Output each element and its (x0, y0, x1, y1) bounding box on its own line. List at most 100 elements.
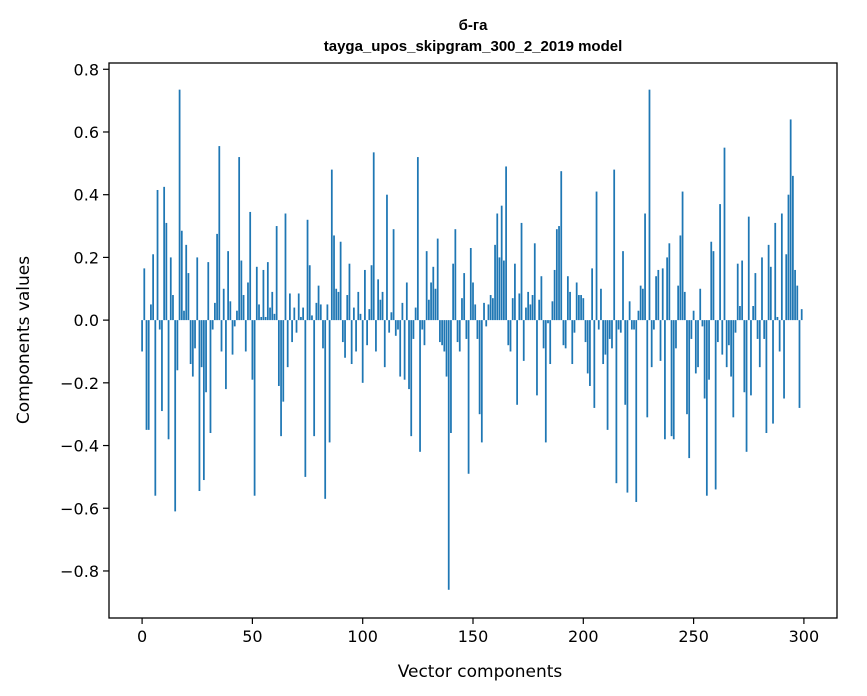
bar-247 (686, 320, 688, 415)
bar-271 (739, 306, 741, 321)
bar-16 (176, 320, 179, 371)
bar-261 (716, 320, 719, 343)
bar-165 (505, 166, 507, 321)
bar-96 (352, 307, 355, 321)
bar-110 (383, 320, 386, 368)
bar-66 (286, 320, 289, 368)
bar-229 (646, 320, 649, 418)
bar-290 (780, 213, 783, 321)
bar-231 (650, 320, 653, 368)
bar-70 (295, 320, 298, 333)
bar-150 (472, 282, 474, 321)
bar-215 (615, 320, 618, 484)
bar-224 (635, 320, 638, 502)
bar-162 (498, 257, 501, 321)
bar-123 (412, 320, 415, 339)
bar-20 (185, 244, 188, 321)
bar-163 (500, 205, 503, 321)
bar-292 (785, 254, 788, 321)
bar-38 (225, 320, 227, 390)
bar-156 (485, 320, 488, 327)
bar-75 (306, 219, 309, 321)
bar-225 (637, 310, 640, 321)
bar-4 (150, 304, 152, 321)
bar-194 (569, 291, 571, 321)
bar-23 (191, 320, 194, 377)
bar-164 (503, 260, 505, 321)
bar-93 (346, 295, 349, 321)
bar-142 (454, 229, 457, 321)
bar-161 (496, 213, 499, 321)
bar-155 (483, 302, 485, 321)
bar-168 (511, 298, 514, 321)
bar-183 (544, 320, 547, 443)
bar-284 (767, 244, 770, 321)
x-tick-label: 200 (568, 627, 599, 646)
y-tick-label: −0.2 (60, 374, 99, 393)
bar-121 (408, 320, 410, 390)
bar-2 (145, 320, 148, 430)
bar-17 (178, 89, 181, 321)
bar-256 (705, 320, 708, 496)
bar-244 (679, 235, 682, 321)
bar-51 (253, 320, 256, 496)
bar-97 (355, 320, 357, 352)
bar-74 (304, 320, 307, 477)
bar-85 (328, 320, 331, 443)
bar-184 (547, 320, 549, 324)
bar-198 (578, 295, 580, 321)
bar-250 (692, 310, 695, 321)
bar-188 (555, 229, 558, 321)
bar-178 (533, 243, 536, 321)
bar-169 (514, 263, 516, 321)
bar-181 (540, 276, 543, 321)
bar-136 (441, 320, 443, 346)
bar-5 (152, 254, 154, 321)
bar-237 (664, 320, 666, 440)
bar-151 (474, 304, 477, 321)
bar-285 (769, 266, 772, 321)
bar-141 (452, 263, 455, 321)
bar-254 (701, 320, 704, 327)
bar-299 (800, 309, 803, 321)
bar-294 (789, 119, 792, 321)
bar-207 (597, 320, 600, 330)
bar-200 (582, 298, 585, 321)
bar-205 (593, 320, 596, 408)
bar-279 (756, 320, 759, 339)
bar-157 (487, 304, 490, 321)
bar-32 (211, 320, 214, 330)
bar-212 (608, 320, 611, 339)
bar-21 (187, 273, 190, 321)
bar-52 (255, 266, 258, 321)
bar-127 (421, 320, 424, 330)
bar-79 (315, 302, 318, 321)
bar-268 (732, 320, 735, 418)
bar-148 (467, 320, 470, 474)
bar-3 (147, 320, 150, 430)
bar-130 (428, 299, 430, 321)
bar-170 (516, 320, 518, 405)
bar-228 (644, 213, 646, 321)
bar-253 (699, 288, 702, 321)
bar-115 (394, 320, 397, 336)
x-tick-label: 50 (242, 627, 262, 646)
bar-9 (161, 320, 163, 412)
bar-182 (542, 320, 545, 349)
y-axis-ticks: −0.8 −0.6 −0.4 −0.2 0.0 0.2 0.4 0.6 0.8 (60, 60, 109, 581)
bar-246 (683, 291, 686, 321)
bar-118 (401, 302, 404, 321)
bar-29 (205, 320, 207, 393)
bar-131 (430, 282, 432, 321)
bar-63 (280, 320, 282, 437)
x-tick-label: 0 (137, 627, 147, 646)
bar-216 (617, 320, 620, 330)
bar-95 (350, 320, 353, 365)
bar-28 (202, 320, 205, 481)
bar-259 (712, 251, 715, 321)
bar-81 (319, 304, 322, 321)
bar-227 (641, 288, 644, 321)
bar-145 (461, 298, 463, 321)
bar-43 (236, 310, 238, 321)
